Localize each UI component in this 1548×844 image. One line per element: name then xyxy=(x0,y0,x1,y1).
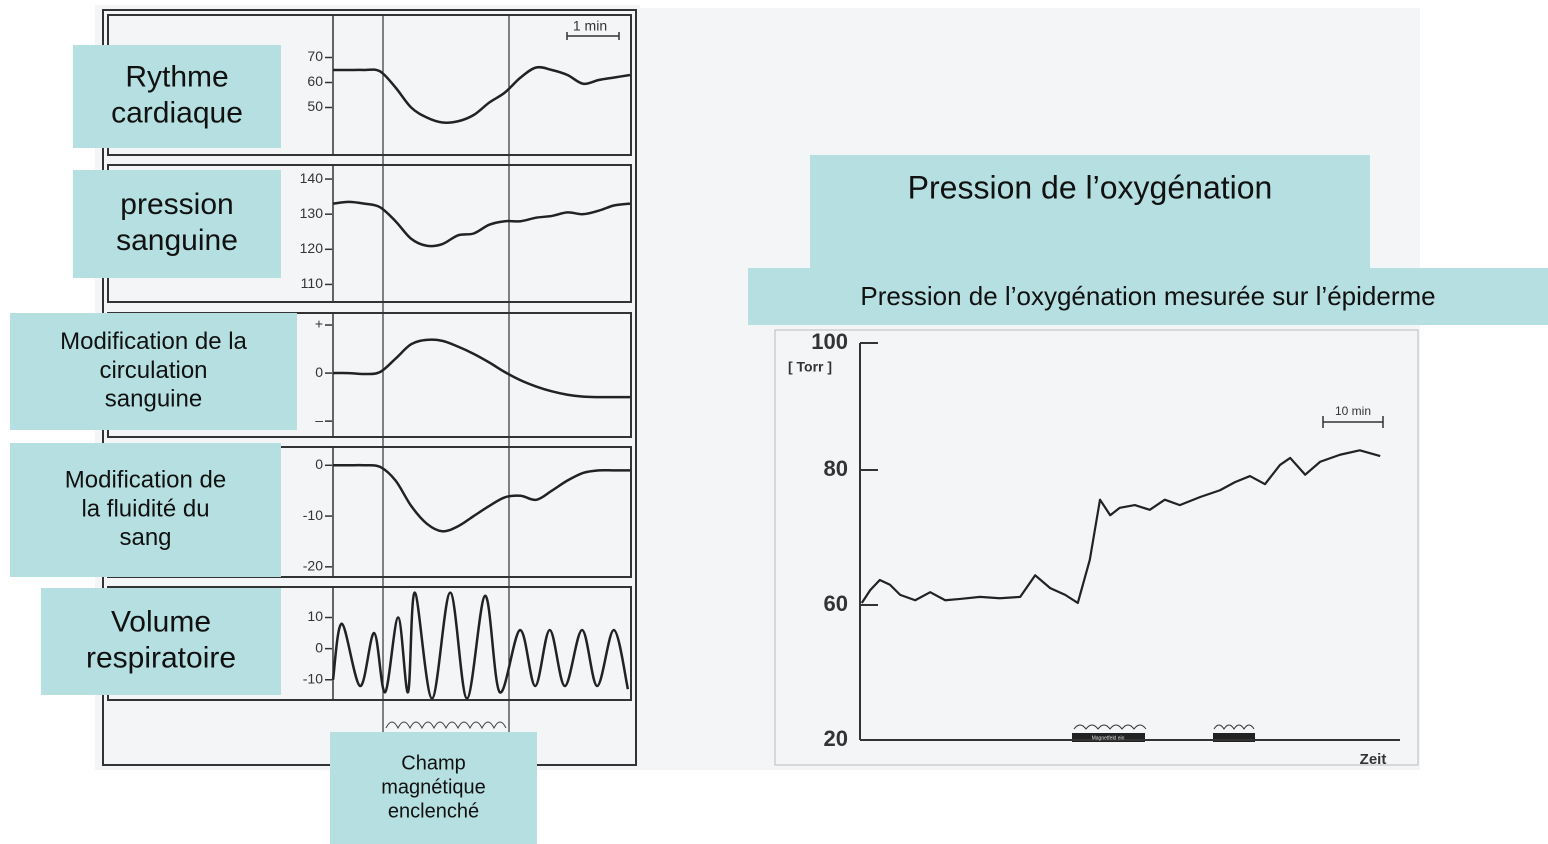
y-tick-label: 140 xyxy=(300,170,324,186)
trace xyxy=(332,338,630,399)
scan-right xyxy=(640,8,1420,770)
label-text: Volume xyxy=(111,605,211,638)
trace xyxy=(331,591,630,700)
label-text: respiratoire xyxy=(86,641,236,674)
y-tick-label: 80 xyxy=(824,456,848,481)
label-text: enclenché xyxy=(388,800,479,822)
label-text: Modification de la xyxy=(60,328,247,355)
label-text: sanguine xyxy=(116,224,238,257)
y-tick-label: 60 xyxy=(824,591,848,616)
label-box xyxy=(73,45,281,148)
chart-subtitle: Pression de l’oxygénation mesurée sur l’… xyxy=(860,281,1435,311)
label-text: Rythme xyxy=(125,60,228,93)
scale-bar xyxy=(1322,416,1384,428)
y-tick-label: 110 xyxy=(301,275,324,291)
y-tick-label: 100 xyxy=(811,329,848,354)
y-tick-label: 0 xyxy=(315,456,323,472)
label-text: sanguine xyxy=(105,386,202,413)
chart-title: Pression de l’oxygénation xyxy=(908,169,1273,205)
y-tick-label: 130 xyxy=(300,205,324,221)
label-text: sang xyxy=(119,524,171,551)
label-text: magnétique xyxy=(381,776,486,798)
y-tick-label: -10 xyxy=(303,670,323,686)
scale-bar xyxy=(566,32,620,40)
y-tick-label: 0 xyxy=(315,639,323,655)
trace xyxy=(332,200,631,248)
label-box xyxy=(10,313,297,430)
trace xyxy=(860,449,1381,605)
y-tick-label: -10 xyxy=(303,507,323,523)
y-tick-label: -20 xyxy=(303,558,323,574)
trace xyxy=(333,463,630,533)
y-tick-label: 50 xyxy=(307,98,323,114)
y-tick-label: 10 xyxy=(307,608,323,624)
label-text: Champ xyxy=(401,752,465,774)
y-tick-label: 20 xyxy=(824,726,848,751)
label-box xyxy=(41,588,281,695)
label-box xyxy=(10,443,281,577)
scale-label: 10 min xyxy=(1335,404,1371,418)
label-box xyxy=(73,170,281,278)
field-wave xyxy=(385,721,507,730)
magnet-wave xyxy=(1213,724,1255,730)
magnet-bar xyxy=(1072,733,1145,742)
y-axis-label: [ Torr ] xyxy=(788,359,832,375)
x-axis-label: Zeit xyxy=(1360,751,1387,768)
label-box xyxy=(330,732,537,844)
magnet-wave xyxy=(1073,724,1147,730)
trace xyxy=(333,65,631,124)
scale-label: 1 min xyxy=(573,18,607,34)
label-text: Modification de xyxy=(65,467,226,494)
label-text: circulation xyxy=(99,357,207,384)
y-tick-label: 60 xyxy=(307,73,323,89)
magnet-bar xyxy=(1213,733,1255,742)
subtitle-box xyxy=(748,268,1548,325)
label-text: cardiaque xyxy=(111,96,243,129)
right-frame xyxy=(774,329,1419,766)
y-tick-label: 120 xyxy=(300,240,324,256)
title-box xyxy=(810,155,1370,268)
y-tick-label: 0 xyxy=(315,364,323,380)
y-tick-label: – xyxy=(315,412,323,428)
marker-label: Magnetfeld ein xyxy=(1092,735,1125,741)
label-text: la fluidité du xyxy=(81,495,209,522)
y-tick-label: 70 xyxy=(307,48,323,64)
y-tick-label: + xyxy=(315,316,323,332)
label-text: pression xyxy=(120,188,233,221)
